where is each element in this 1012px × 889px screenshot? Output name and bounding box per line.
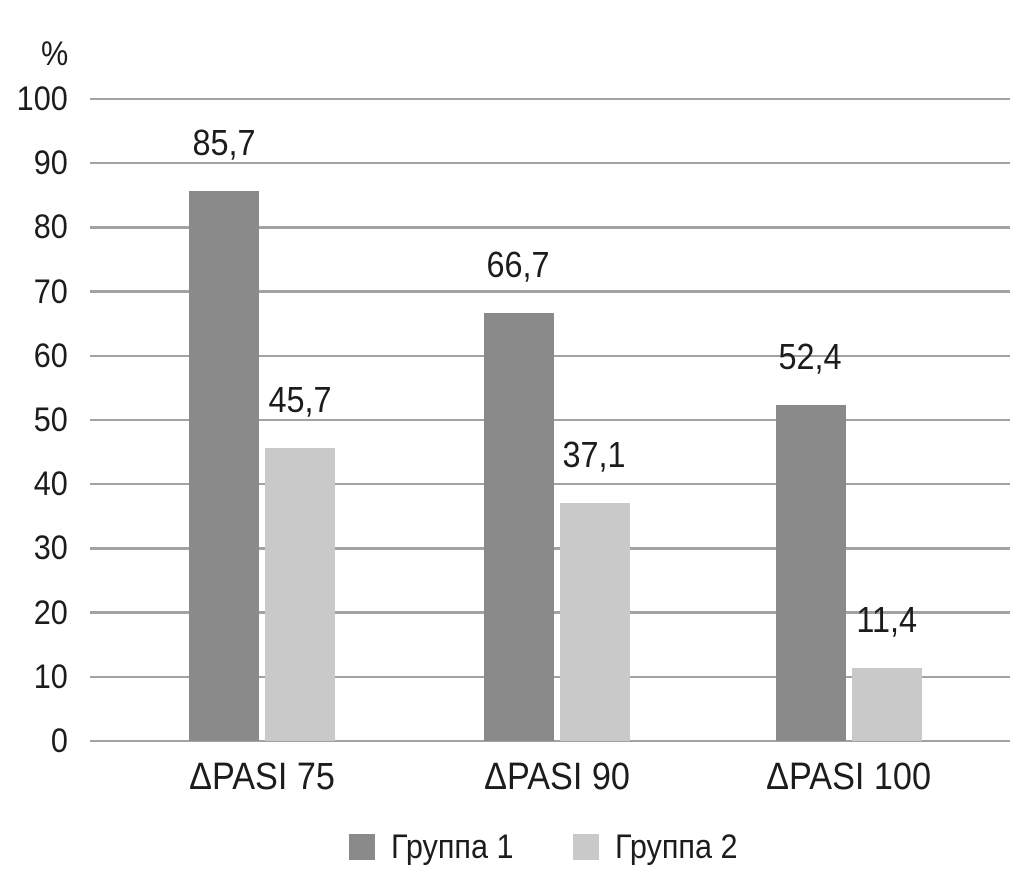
x-axis-category-label: ΔPASI 100 (766, 756, 931, 798)
legend-item-series1: Группа 1 (348, 828, 527, 866)
legend-swatch-icon (348, 834, 375, 860)
bar-series1-cat2 (483, 312, 554, 741)
bar-value-label: 37,1 (562, 433, 627, 475)
y-axis-tick-label: 50 (33, 401, 68, 439)
x-axis-category-label: ΔPASI 90 (483, 756, 630, 798)
bar-value-label: 52,4 (778, 335, 843, 377)
bar-series1-cat3 (775, 404, 846, 741)
y-axis-tick-label: 90 (33, 144, 68, 183)
y-axis-tick-label: 100 (16, 80, 68, 118)
gridline (90, 226, 1010, 229)
y-axis-tick-label: 0 (50, 722, 68, 760)
gridline (90, 161, 1010, 165)
y-axis-tick-label: 60 (33, 336, 68, 375)
y-axis-tick-label: 30 (33, 529, 68, 568)
bar-series2-cat2 (559, 502, 630, 741)
bar-value-label: 66,7 (486, 243, 551, 285)
gridline (90, 97, 1010, 101)
y-axis-unit-label: % (40, 35, 68, 73)
legend-label: Группа 1 (390, 828, 514, 866)
gridline (90, 290, 1010, 293)
x-axis-category-label: ΔPASI 75 (189, 756, 335, 798)
y-axis-tick-label: 80 (33, 208, 68, 247)
legend-label: Группа 2 (615, 828, 738, 866)
y-axis-tick-label: 40 (33, 465, 68, 504)
bar-series1-cat1 (189, 190, 259, 741)
y-axis-tick-label: 20 (33, 593, 68, 632)
y-axis-tick-label: 10 (33, 657, 68, 696)
bar-series2-cat3 (851, 667, 922, 741)
bar-value-label: 45,7 (268, 378, 332, 420)
legend: Группа 1 Группа 2 (90, 830, 1010, 864)
y-axis-tick-label: 70 (33, 272, 68, 311)
bar-value-label: 85,7 (192, 121, 256, 163)
bar-series2-cat1 (265, 447, 335, 741)
legend-item-series2: Группа 2 (573, 830, 751, 864)
gridline (90, 739, 1010, 743)
bar-value-label: 11,4 (856, 598, 917, 640)
legend-swatch-icon (573, 834, 599, 860)
